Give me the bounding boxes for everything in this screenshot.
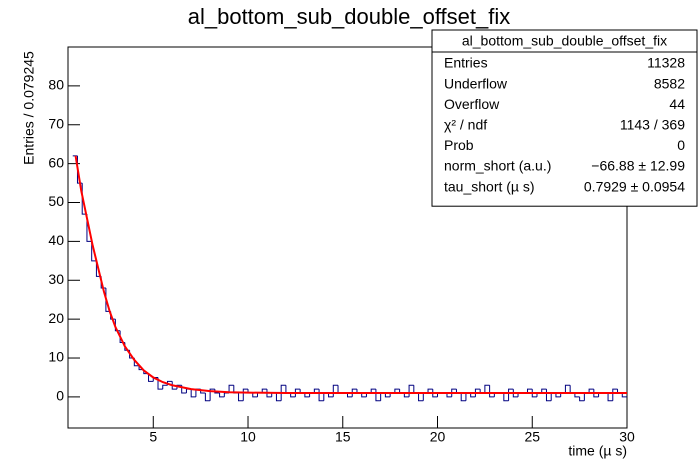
histogram-bin bbox=[508, 388, 514, 401]
histogram-bin bbox=[290, 393, 296, 398]
histogram-bin bbox=[451, 388, 457, 397]
stats-value: −66.88 ± 12.99 bbox=[591, 158, 685, 174]
histogram-bin bbox=[91, 241, 97, 262]
histogram-bin bbox=[266, 389, 272, 398]
histogram-bin bbox=[148, 373, 154, 382]
chart-title: al_bottom_sub_double_offset_fix bbox=[188, 4, 511, 29]
histogram-bin bbox=[470, 393, 476, 398]
x-tick-label: 20 bbox=[430, 429, 446, 445]
histogram-bin bbox=[579, 396, 585, 402]
histogram-bin bbox=[157, 377, 163, 390]
stats-value: 0.7929 ± 0.0954 bbox=[584, 178, 685, 194]
histogram-bin bbox=[527, 388, 533, 394]
y-tick-label: 10 bbox=[48, 349, 64, 365]
stats-label: χ² / ndf bbox=[444, 117, 487, 133]
histogram-bin bbox=[313, 388, 320, 394]
histogram-bin bbox=[574, 393, 580, 398]
histogram-bin bbox=[427, 388, 433, 394]
stats-label: Overflow bbox=[444, 96, 500, 112]
histogram-bin bbox=[347, 393, 353, 398]
stats-value: 8582 bbox=[654, 75, 685, 91]
plot-frame bbox=[67, 46, 628, 429]
x-tick-label: 15 bbox=[335, 429, 351, 445]
y-tick-label: 50 bbox=[48, 193, 64, 209]
histogram-bin bbox=[474, 388, 481, 397]
x-tick-label: 25 bbox=[524, 429, 540, 445]
histogram-bin bbox=[190, 389, 196, 398]
stats-label: Entries bbox=[444, 55, 488, 71]
y-tick-label: 20 bbox=[48, 310, 64, 326]
histogram-bin bbox=[484, 384, 490, 394]
histogram-bin bbox=[384, 393, 391, 398]
histogram-bin bbox=[621, 393, 627, 398]
stats-value: 0 bbox=[677, 137, 685, 153]
histogram-bin bbox=[531, 389, 537, 398]
stats-label: Prob bbox=[444, 137, 474, 153]
histogram-bin bbox=[446, 393, 452, 398]
histogram-bin bbox=[171, 381, 177, 390]
histogram-bin bbox=[162, 384, 168, 390]
x-tick-label: 10 bbox=[240, 429, 256, 445]
histogram-bin bbox=[394, 388, 400, 394]
histogram-bin bbox=[114, 319, 121, 332]
histogram-bin bbox=[370, 388, 376, 394]
histogram-bin bbox=[328, 393, 334, 398]
stats-value: 11328 bbox=[647, 55, 685, 71]
stats-label: norm_short (a.u.) bbox=[444, 158, 551, 174]
histogram-bin bbox=[489, 385, 495, 398]
x-tick-label: 5 bbox=[149, 429, 157, 445]
y-tick-label: 30 bbox=[48, 271, 64, 287]
histogram-bin bbox=[86, 214, 92, 242]
histogram-bin bbox=[512, 389, 519, 398]
histogram-bin bbox=[503, 393, 509, 402]
stats-label: Underflow bbox=[444, 75, 508, 91]
histogram-bin bbox=[252, 393, 258, 398]
histogram-bin bbox=[304, 393, 310, 398]
histogram-bin bbox=[261, 388, 267, 394]
histogram-bin bbox=[238, 393, 244, 402]
histogram-bin bbox=[612, 388, 618, 401]
histogram-bin bbox=[204, 393, 211, 402]
histogram-bin bbox=[351, 388, 357, 397]
histogram-bin bbox=[564, 384, 571, 394]
y-tick-label: 80 bbox=[48, 77, 64, 93]
histogram-bin bbox=[555, 393, 561, 398]
x-axis-label: time (µ s) bbox=[568, 443, 627, 459]
histogram-bin bbox=[228, 384, 234, 394]
histogram-bin bbox=[403, 393, 410, 398]
stats-value: 1143 / 369 bbox=[620, 117, 685, 133]
stats-value: 44 bbox=[669, 96, 685, 112]
histogram-bin bbox=[242, 388, 249, 401]
histogram-bin bbox=[275, 393, 282, 402]
y-tick-label: 40 bbox=[48, 232, 64, 248]
y-tick-label: 60 bbox=[48, 154, 64, 170]
stats-title: al_bottom_sub_double_offset_fix bbox=[462, 33, 667, 49]
histogram-bin bbox=[294, 388, 301, 397]
histogram-bin bbox=[593, 389, 599, 398]
stats-label: tau_short (µ s) bbox=[444, 178, 535, 194]
fit-curve bbox=[74, 155, 627, 395]
histogram-bin bbox=[280, 384, 286, 401]
x-tick-label: 30 bbox=[619, 429, 635, 445]
y-tick-label: 70 bbox=[48, 115, 64, 131]
y-tick-label: 0 bbox=[56, 388, 64, 404]
histogram-bin bbox=[460, 393, 466, 402]
histogram-bin bbox=[588, 388, 594, 394]
histogram-bin bbox=[432, 389, 438, 398]
histogram-bin bbox=[219, 393, 225, 398]
y-axis-label: Entries / 0.079245 bbox=[21, 51, 37, 165]
histogram-bin bbox=[209, 388, 215, 401]
stats-box bbox=[431, 29, 698, 207]
histogram-bin bbox=[541, 388, 547, 394]
histogram-bin bbox=[607, 393, 613, 402]
histogram-bin bbox=[361, 393, 367, 398]
histogram-bin bbox=[418, 393, 424, 402]
